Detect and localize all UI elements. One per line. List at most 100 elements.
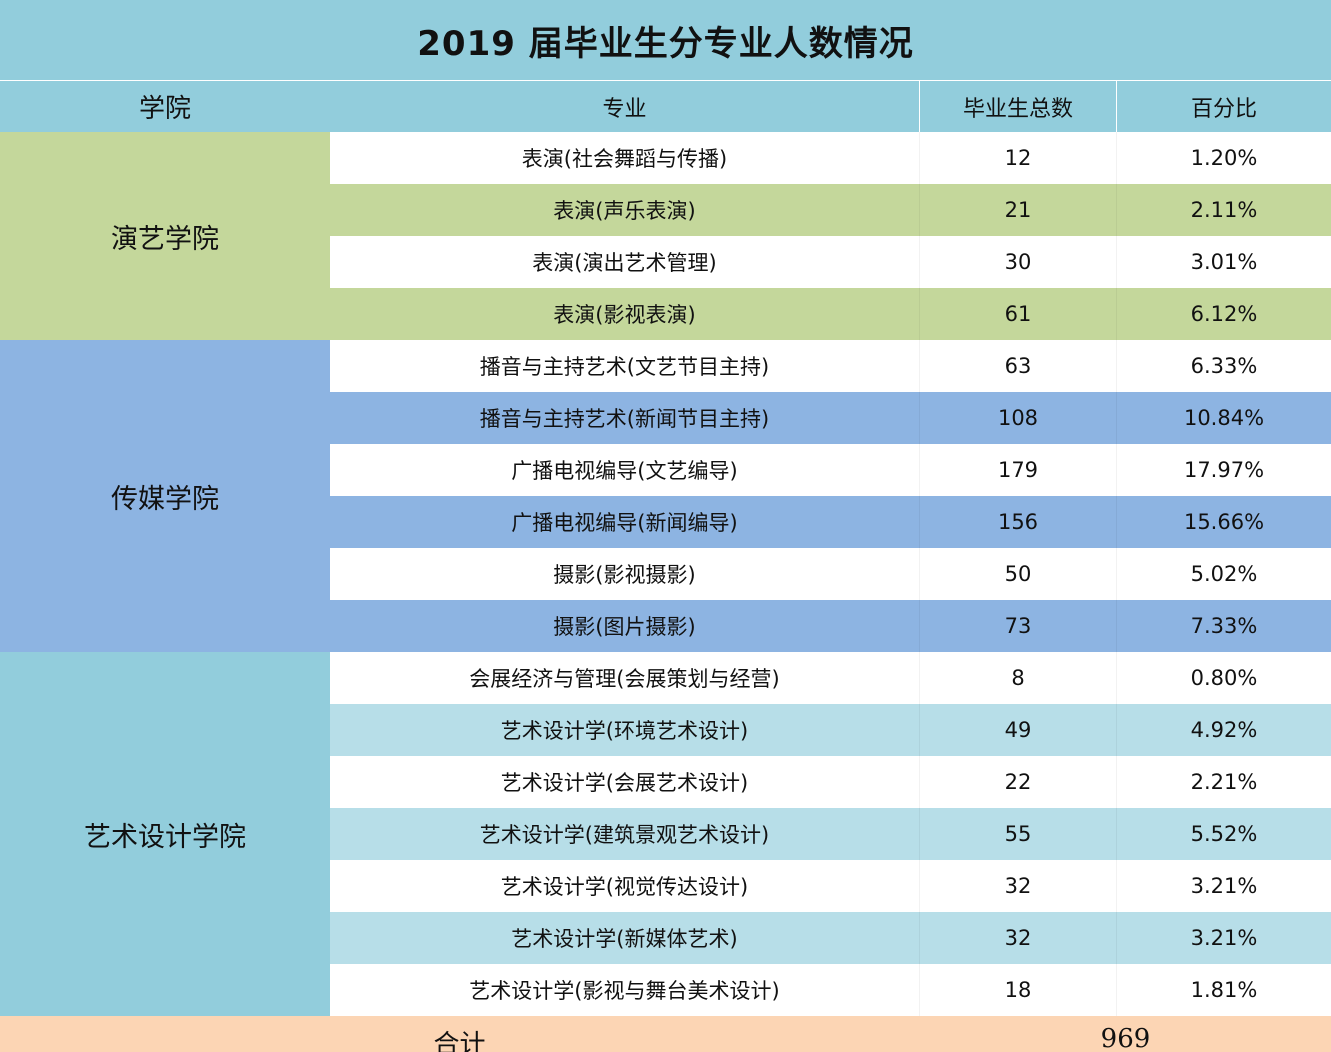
count-cell: 179 (997, 458, 1039, 482)
total-value: 969 (1100, 1024, 1151, 1052)
major-cell: 播音与主持艺术(新闻节目主持) (479, 407, 770, 431)
major-cell: 广播电视编导(文艺编导) (511, 459, 738, 483)
count-cell: 22 (1004, 770, 1032, 794)
percent-cell: 6.12% (1190, 302, 1258, 326)
percent-cell: 1.20% (1190, 146, 1258, 170)
header-college: 学院 (0, 81, 330, 132)
major-cell: 播音与主持艺术(文艺节目主持) (479, 355, 770, 379)
table-row: 表演(影视表演) 61 6.12% (330, 288, 1331, 340)
count-cell: 49 (1004, 718, 1032, 742)
count-cell: 18 (1004, 978, 1032, 1002)
major-cell: 艺术设计学(影视与舞台美术设计) (469, 979, 780, 1003)
column-divider (919, 444, 920, 496)
percent-cell: 10.84% (1183, 406, 1265, 430)
major-cell: 摄影(影视摄影) (553, 563, 696, 587)
header-percent: 百分比 (1117, 81, 1331, 132)
major-cell: 艺术设计学(新媒体艺术) (511, 927, 738, 951)
count-cell: 32 (1004, 926, 1032, 950)
column-divider (919, 964, 920, 1016)
percent-cell: 3.01% (1190, 250, 1258, 274)
major-cell: 表演(社会舞蹈与传播) (521, 147, 728, 171)
total-label: 合计 (433, 1030, 486, 1052)
major-cell: 艺术设计学(环境艺术设计) (500, 719, 749, 743)
percent-cell: 0.80% (1190, 666, 1258, 690)
percent-cell: 2.11% (1190, 198, 1258, 222)
column-divider (1116, 236, 1117, 288)
column-divider (1116, 496, 1117, 548)
table-row: 艺术设计学(环境艺术设计) 49 4.92% (330, 704, 1331, 756)
count-cell: 55 (1004, 822, 1032, 846)
column-divider (919, 132, 920, 184)
column-divider (919, 236, 920, 288)
column-divider (919, 912, 920, 964)
count-cell: 156 (997, 510, 1039, 534)
column-divider (1116, 132, 1117, 184)
column-divider (1116, 964, 1117, 1016)
column-divider (919, 600, 920, 652)
column-divider (919, 756, 920, 808)
column-divider (1116, 912, 1117, 964)
column-divider (919, 496, 920, 548)
column-divider (1116, 184, 1117, 236)
count-cell: 32 (1004, 874, 1032, 898)
percent-cell: 7.33% (1190, 614, 1258, 638)
column-divider (1116, 288, 1117, 340)
percent-cell: 3.21% (1190, 874, 1258, 898)
count-cell: 30 (1004, 250, 1032, 274)
table-row: 摄影(图片摄影) 73 7.33% (330, 600, 1331, 652)
table-row: 艺术设计学(视觉传达设计) 32 3.21% (330, 860, 1331, 912)
table-row: 播音与主持艺术(新闻节目主持) 108 10.84% (330, 392, 1331, 444)
column-divider (919, 288, 920, 340)
table-row: 表演(演出艺术管理) 30 3.01% (330, 236, 1331, 288)
column-divider (1116, 756, 1117, 808)
major-cell: 广播电视编导(新闻编导) (511, 511, 738, 535)
count-cell: 12 (1004, 146, 1032, 170)
table-row: 艺术设计学(建筑景观艺术设计) 55 5.52% (330, 808, 1331, 860)
column-divider (919, 860, 920, 912)
column-divider (1116, 548, 1117, 600)
count-cell: 21 (1004, 198, 1032, 222)
table-row: 艺术设计学(影视与舞台美术设计) 18 1.81% (330, 964, 1331, 1016)
college-cell: 艺术设计学院 (0, 652, 330, 1016)
major-cell: 会展经济与管理(会展策划与经营) (469, 667, 780, 691)
column-divider (919, 808, 920, 860)
percent-cell: 4.92% (1190, 718, 1258, 742)
percent-cell: 2.21% (1190, 770, 1258, 794)
major-cell: 艺术设计学(建筑景观艺术设计) (479, 823, 770, 847)
percent-cell: 15.66% (1183, 510, 1265, 534)
table-row: 表演(声乐表演) 21 2.11% (330, 184, 1331, 236)
count-cell: 8 (1011, 666, 1025, 690)
college-cell: 演艺学院 (0, 132, 330, 340)
count-cell: 73 (1004, 614, 1032, 638)
column-divider (919, 548, 920, 600)
column-divider (1116, 704, 1117, 756)
table-title: 2019 届毕业生分专业人数情况 (0, 0, 1331, 80)
table-row: 播音与主持艺术(文艺节目主持) 63 6.33% (330, 340, 1331, 392)
table-row: 会展经济与管理(会展策划与经营) 8 0.80% (330, 652, 1331, 704)
column-divider (1116, 444, 1117, 496)
column-divider (919, 184, 920, 236)
header-major: 专业 (330, 81, 919, 132)
percent-cell: 5.02% (1190, 562, 1258, 586)
count-cell: 108 (997, 406, 1039, 430)
table-row: 表演(社会舞蹈与传播) 12 1.20% (330, 132, 1331, 184)
percent-cell: 6.33% (1190, 354, 1258, 378)
percent-cell: 5.52% (1190, 822, 1258, 846)
total-row: 合计 969 (0, 1016, 1331, 1052)
column-divider (1116, 392, 1117, 444)
column-divider (1116, 860, 1117, 912)
major-cell: 艺术设计学(会展艺术设计) (500, 771, 749, 795)
major-cell: 表演(演出艺术管理) (532, 251, 717, 275)
column-divider (1116, 340, 1117, 392)
count-cell: 50 (1004, 562, 1032, 586)
percent-cell: 1.81% (1190, 978, 1258, 1002)
table-row: 广播电视编导(文艺编导) 179 17.97% (330, 444, 1331, 496)
major-cell: 表演(影视表演) (553, 303, 696, 327)
column-divider (1116, 600, 1117, 652)
table-row: 广播电视编导(新闻编导) 156 15.66% (330, 496, 1331, 548)
column-divider (1116, 652, 1117, 704)
column-divider (919, 392, 920, 444)
major-cell: 艺术设计学(视觉传达设计) (500, 875, 749, 899)
count-cell: 63 (1004, 354, 1032, 378)
